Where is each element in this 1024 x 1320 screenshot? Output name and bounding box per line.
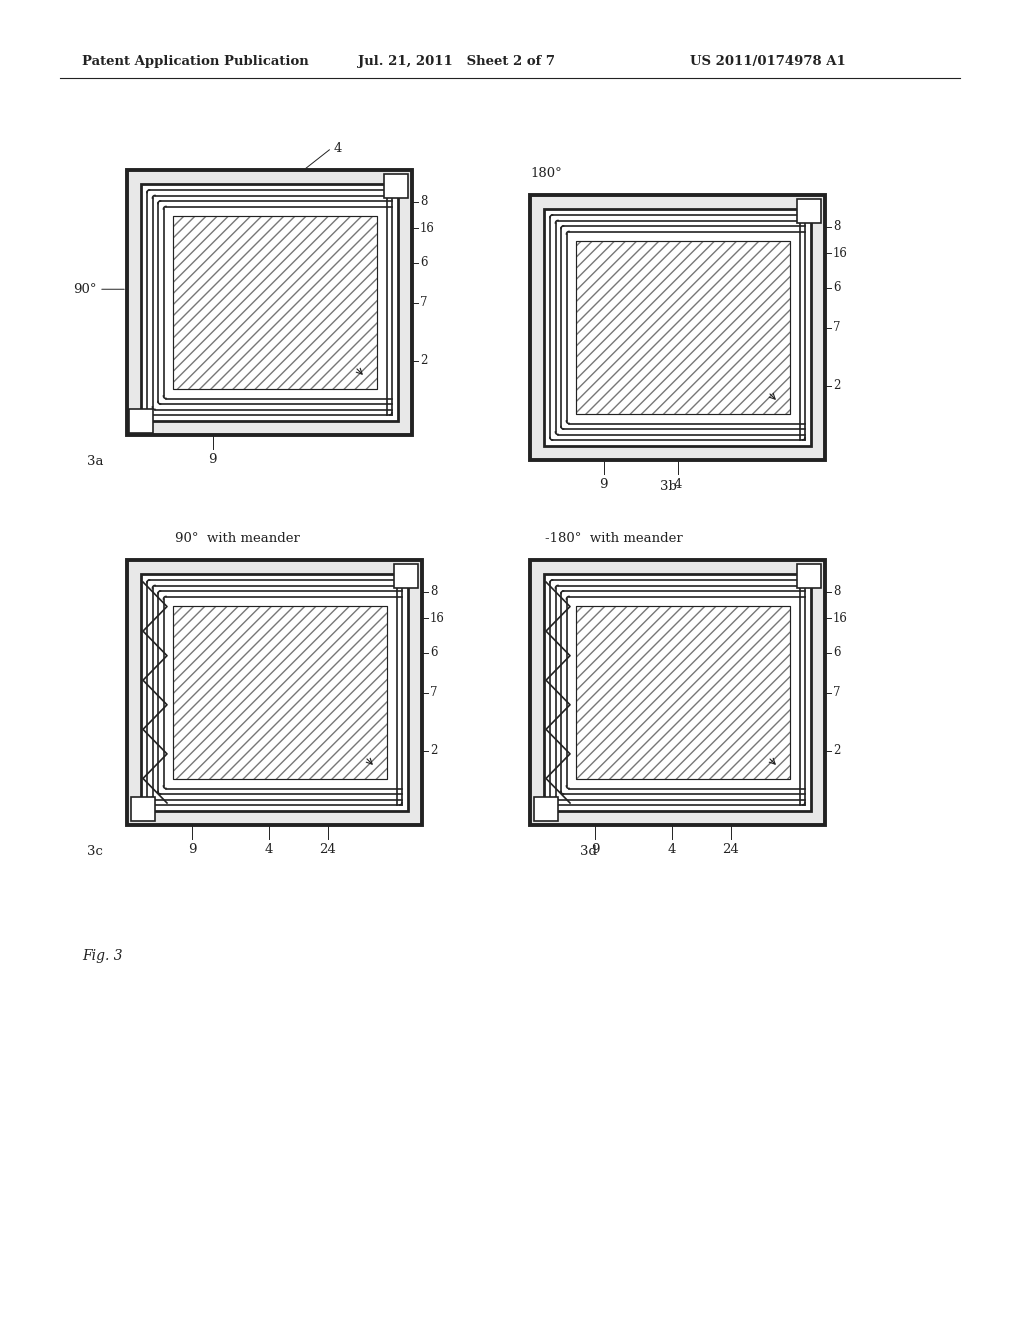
Text: 7: 7 bbox=[833, 686, 841, 700]
Bar bbox=[575, 606, 790, 779]
Text: 2: 2 bbox=[420, 354, 427, 367]
Text: 8: 8 bbox=[833, 585, 841, 598]
Text: 90°  with meander: 90° with meander bbox=[175, 532, 300, 545]
Bar bbox=[530, 195, 825, 459]
Bar bbox=[173, 606, 387, 779]
Text: 6: 6 bbox=[420, 256, 427, 269]
Text: 2: 2 bbox=[430, 744, 437, 758]
Text: 7: 7 bbox=[833, 321, 841, 334]
Text: 24: 24 bbox=[722, 843, 739, 855]
Text: 16: 16 bbox=[833, 247, 848, 260]
Bar bbox=[534, 797, 558, 821]
Bar bbox=[131, 797, 155, 821]
Text: 24: 24 bbox=[319, 843, 336, 855]
Bar bbox=[141, 574, 408, 810]
Bar bbox=[575, 242, 790, 414]
Bar bbox=[394, 564, 418, 587]
Text: -180°  with meander: -180° with meander bbox=[545, 532, 683, 545]
Text: 3a: 3a bbox=[87, 455, 103, 469]
Text: 3d: 3d bbox=[580, 845, 597, 858]
Text: 3b: 3b bbox=[660, 480, 677, 492]
Text: 2: 2 bbox=[833, 744, 841, 758]
Bar bbox=[173, 216, 377, 389]
Bar bbox=[544, 574, 811, 810]
Text: 9: 9 bbox=[187, 843, 197, 855]
Text: 9: 9 bbox=[599, 478, 608, 491]
Bar bbox=[141, 183, 398, 421]
Text: 4: 4 bbox=[334, 141, 342, 154]
Bar bbox=[173, 606, 387, 779]
Text: 7: 7 bbox=[420, 296, 427, 309]
Bar bbox=[575, 242, 790, 414]
Text: Jul. 21, 2011   Sheet 2 of 7: Jul. 21, 2011 Sheet 2 of 7 bbox=[358, 55, 555, 69]
Bar bbox=[575, 242, 790, 414]
Bar bbox=[173, 606, 387, 779]
Text: 8: 8 bbox=[833, 220, 841, 234]
Bar bbox=[544, 209, 811, 446]
Text: 6: 6 bbox=[430, 647, 437, 659]
Text: US 2011/0174978 A1: US 2011/0174978 A1 bbox=[690, 55, 846, 69]
Bar bbox=[173, 216, 377, 389]
Bar bbox=[797, 564, 821, 587]
Bar bbox=[575, 606, 790, 779]
Bar bbox=[173, 216, 377, 389]
Text: 16: 16 bbox=[833, 611, 848, 624]
Bar bbox=[797, 199, 821, 223]
Text: 16: 16 bbox=[420, 222, 435, 235]
Text: 4: 4 bbox=[264, 843, 272, 855]
Text: 180°: 180° bbox=[530, 168, 562, 180]
Text: 2: 2 bbox=[833, 379, 841, 392]
Text: 8: 8 bbox=[420, 195, 427, 209]
Bar bbox=[127, 560, 422, 825]
Text: 4: 4 bbox=[668, 843, 676, 855]
Bar bbox=[530, 560, 825, 825]
Text: 9: 9 bbox=[208, 453, 217, 466]
Text: 90°: 90° bbox=[74, 282, 97, 296]
Text: 6: 6 bbox=[833, 647, 841, 659]
Bar bbox=[127, 170, 412, 436]
Bar bbox=[575, 606, 790, 779]
Text: 8: 8 bbox=[430, 585, 437, 598]
Text: 7: 7 bbox=[430, 686, 437, 700]
Bar bbox=[129, 409, 153, 433]
Text: 3c: 3c bbox=[87, 845, 102, 858]
Text: 6: 6 bbox=[833, 281, 841, 294]
Text: 4: 4 bbox=[674, 478, 682, 491]
Text: 16: 16 bbox=[430, 611, 444, 624]
Text: Patent Application Publication: Patent Application Publication bbox=[82, 55, 309, 69]
Text: 9: 9 bbox=[591, 843, 599, 855]
Text: Fig. 3: Fig. 3 bbox=[82, 949, 123, 964]
Bar bbox=[384, 174, 408, 198]
